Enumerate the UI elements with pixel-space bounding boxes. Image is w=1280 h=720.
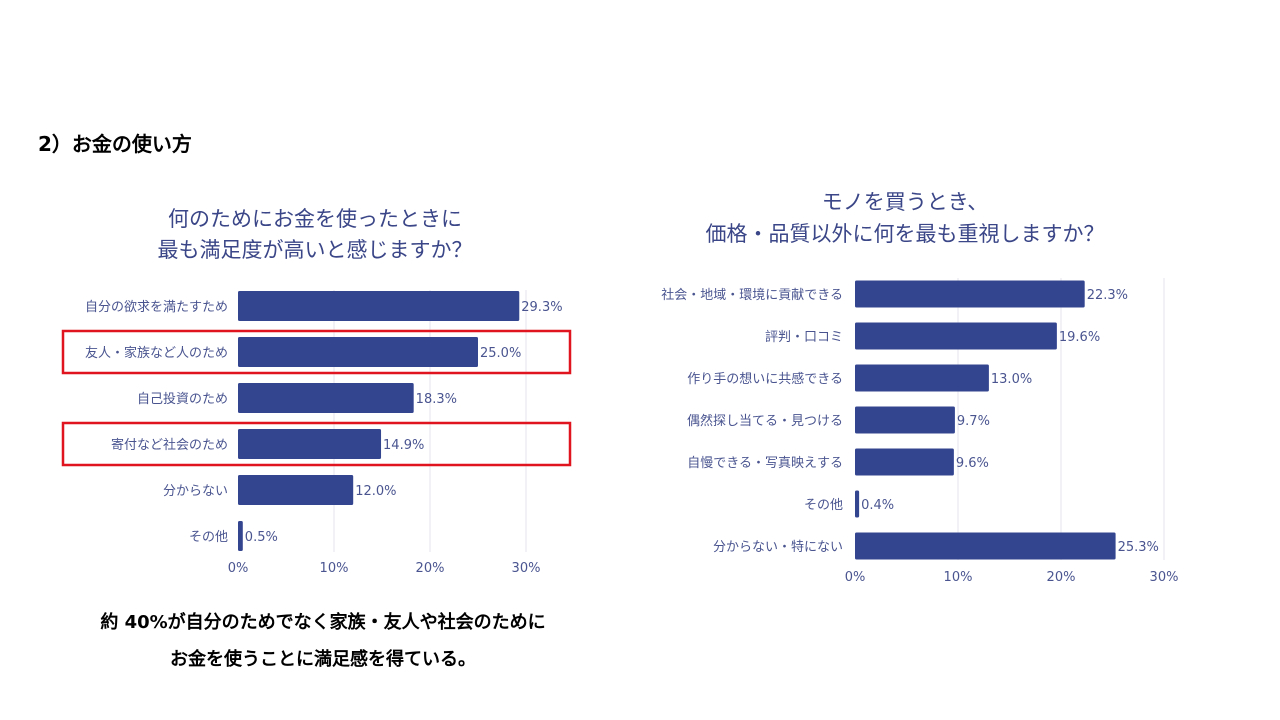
category-label: 社会・地域・環境に貢献できる (661, 287, 843, 303)
bar (855, 406, 955, 434)
category-label: 作り手の想いに共感できる (687, 371, 843, 387)
bar (238, 521, 243, 551)
category-label: その他 (189, 530, 228, 545)
summary-line-2: お金を使うことに満足感を得ている。 (170, 649, 476, 670)
value-label: 9.7% (957, 414, 990, 429)
category-label: 評判・口コミ (765, 330, 843, 345)
x-tick-label: 0% (228, 561, 249, 576)
x-tick-label: 0% (845, 570, 866, 585)
bar (238, 383, 414, 413)
highlight-box (61, 421, 572, 467)
bar (855, 448, 954, 476)
value-label: 18.3% (416, 392, 457, 407)
category-label: 友人・家族など人のため (85, 345, 228, 361)
value-label: 22.3% (1087, 288, 1128, 303)
value-label: 0.5% (245, 530, 278, 545)
bar (238, 337, 478, 367)
x-tick-label: 10% (320, 561, 349, 576)
summary-text: 約 40%が自分のためでなく家族・友人や社会のために お金を使うことに満足感を得… (40, 604, 606, 678)
bar (855, 322, 1057, 350)
bar (238, 475, 354, 505)
category-label: 寄付など社会のため (111, 437, 228, 453)
value-label: 25.0% (480, 346, 521, 361)
summary-line-1: 約 40%が自分のためでなく家族・友人や社会のために (100, 612, 546, 633)
x-tick-label: 10% (944, 570, 973, 585)
value-label: 0.4% (861, 498, 894, 513)
chart-title-line: 価格・品質以外に何を最も重視しますか？ (706, 222, 1105, 246)
value-label: 29.3% (521, 300, 562, 315)
x-tick-label: 30% (1150, 570, 1179, 585)
bar (855, 364, 989, 392)
value-label: 13.0% (991, 372, 1032, 387)
chart-title-line: モノを買うとき、 (822, 190, 989, 214)
bar (238, 429, 382, 459)
category-label: 分からない・特にない (713, 540, 843, 555)
category-label: 自慢できる・写真映えする (687, 455, 843, 471)
value-label: 14.9% (383, 438, 424, 453)
bar (238, 291, 520, 321)
chart-title-line: 最も満足度が高いと感じますか？ (158, 238, 473, 262)
x-tick-label: 20% (416, 561, 445, 576)
category-label: 自己投資のため (137, 391, 228, 407)
x-tick-label: 30% (512, 561, 541, 576)
category-label: 偶然探し当てる・見つける (687, 413, 843, 429)
slide-heading: 2）お金の使い方 (38, 132, 192, 156)
category-label: 自分の欲求を満たすため (85, 299, 228, 315)
highlight-box (61, 329, 572, 375)
bar (855, 490, 860, 518)
value-label: 9.6% (956, 456, 989, 471)
bar (855, 532, 1116, 560)
chart-title-line: 何のためにお金を使ったときに (168, 207, 462, 231)
category-label: その他 (804, 498, 843, 513)
value-label: 19.6% (1059, 330, 1100, 345)
category-label: 分からない (163, 484, 228, 499)
x-tick-label: 20% (1047, 570, 1076, 585)
value-label: 12.0% (355, 484, 396, 499)
bar (855, 280, 1085, 308)
value-label: 25.3% (1118, 540, 1159, 555)
